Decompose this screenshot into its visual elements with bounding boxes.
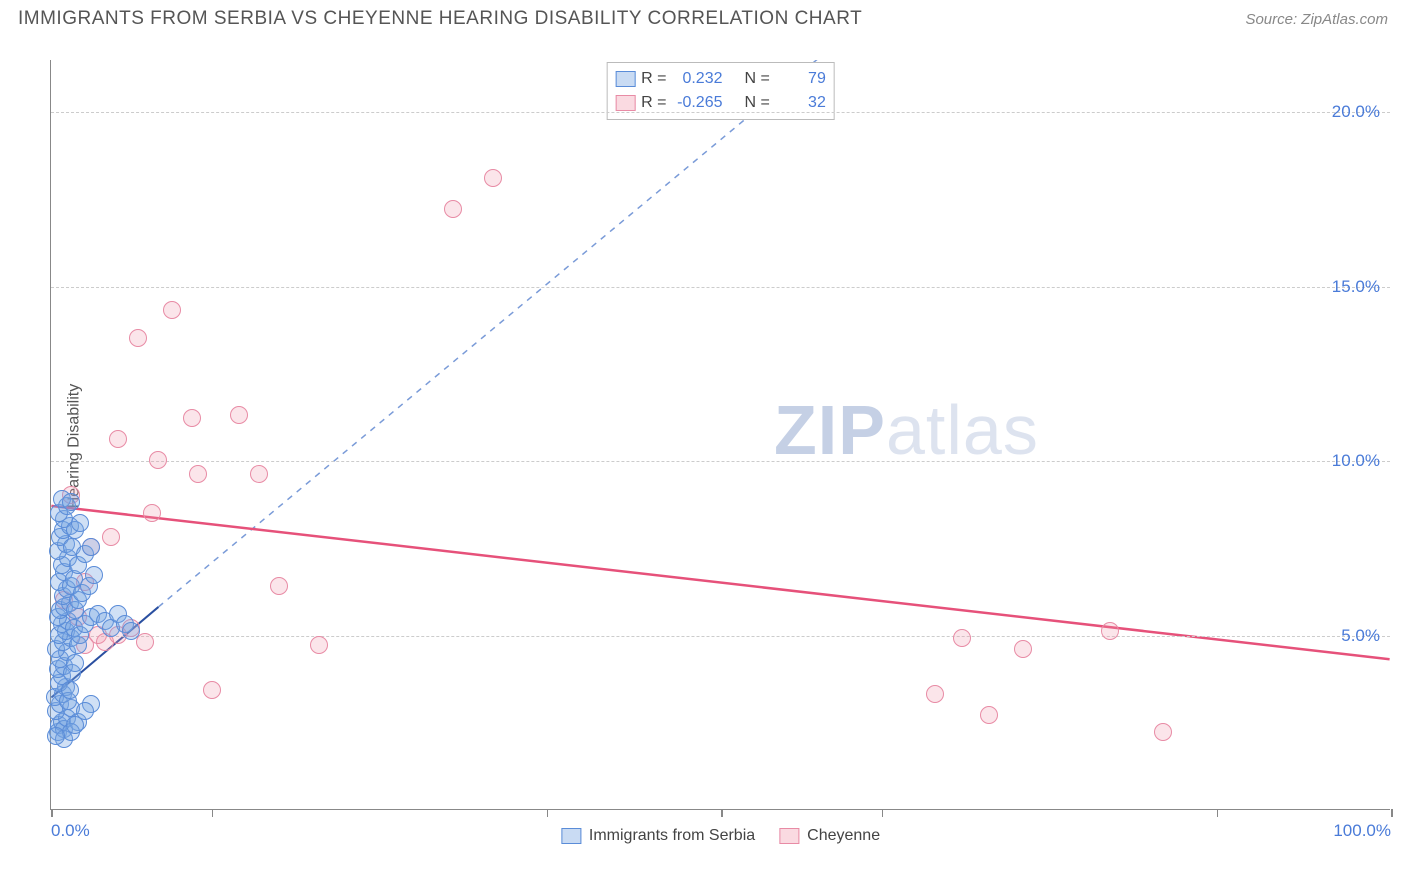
watermark-atlas: atlas xyxy=(886,391,1039,469)
data-point xyxy=(143,504,161,522)
data-point xyxy=(61,681,79,699)
watermark-zip: ZIP xyxy=(774,391,886,469)
legend-label-pink: Cheyenne xyxy=(807,827,880,845)
xtick xyxy=(51,809,53,817)
data-point xyxy=(250,465,268,483)
gridline xyxy=(51,636,1390,637)
data-point xyxy=(203,681,221,699)
data-point xyxy=(444,200,462,218)
data-point xyxy=(149,451,167,469)
swatch-pink-icon xyxy=(779,828,799,844)
plot-area: ZIPatlas R = 0.232 N = 79 R = -0.265 N =… xyxy=(50,60,1390,810)
n-label: N = xyxy=(745,67,770,91)
gridline xyxy=(51,287,1390,288)
data-point xyxy=(1101,622,1119,640)
gridline xyxy=(51,461,1390,462)
header: IMMIGRANTS FROM SERBIA VS CHEYENNE HEARI… xyxy=(0,0,1406,32)
data-point xyxy=(189,465,207,483)
data-point xyxy=(980,706,998,724)
ytick-label: 15.0% xyxy=(1332,277,1380,297)
ytick-label: 5.0% xyxy=(1341,626,1380,646)
xtick xyxy=(882,809,884,817)
data-point xyxy=(66,716,84,734)
swatch-blue-icon xyxy=(561,828,581,844)
trend-lines xyxy=(51,60,1390,809)
xtick-label: 100.0% xyxy=(1333,821,1391,841)
n-value-blue: 79 xyxy=(776,67,826,91)
xtick xyxy=(1391,809,1393,817)
data-point xyxy=(183,409,201,427)
data-point xyxy=(109,430,127,448)
data-point xyxy=(71,514,89,532)
gridline xyxy=(51,112,1390,113)
data-point xyxy=(102,528,120,546)
data-point xyxy=(129,329,147,347)
data-point xyxy=(47,727,65,745)
xtick xyxy=(1217,809,1219,817)
legend-series: Immigrants from Serbia Cheyenne xyxy=(561,827,880,845)
legend-label-blue: Immigrants from Serbia xyxy=(589,827,755,845)
legend-item-pink: Cheyenne xyxy=(779,827,880,845)
r-label: R = xyxy=(641,67,666,91)
data-point xyxy=(310,636,328,654)
legend-stats-row-blue: R = 0.232 N = 79 xyxy=(615,67,826,91)
data-point xyxy=(926,685,944,703)
data-point xyxy=(953,629,971,647)
data-point xyxy=(163,301,181,319)
legend-stats: R = 0.232 N = 79 R = -0.265 N = 32 xyxy=(606,62,835,120)
data-point xyxy=(85,566,103,584)
swatch-pink-icon xyxy=(615,95,635,111)
chart-title: IMMIGRANTS FROM SERBIA VS CHEYENNE HEARI… xyxy=(18,8,862,30)
data-point xyxy=(1014,640,1032,658)
xtick xyxy=(547,809,549,817)
data-point xyxy=(66,654,84,672)
data-point xyxy=(484,169,502,187)
data-point xyxy=(122,622,140,640)
source-label: Source: ZipAtlas.com xyxy=(1245,11,1388,28)
legend-item-blue: Immigrants from Serbia xyxy=(561,827,755,845)
xtick xyxy=(212,809,214,817)
data-point xyxy=(230,406,248,424)
xtick xyxy=(721,809,723,817)
swatch-blue-icon xyxy=(615,71,635,87)
xtick-label: 0.0% xyxy=(51,821,90,841)
data-point xyxy=(270,577,288,595)
watermark: ZIPatlas xyxy=(774,390,1039,470)
ytick-label: 20.0% xyxy=(1332,102,1380,122)
ytick-label: 10.0% xyxy=(1332,451,1380,471)
r-value-blue: 0.232 xyxy=(673,67,723,91)
data-point xyxy=(1154,723,1172,741)
data-point xyxy=(62,493,80,511)
data-point xyxy=(82,538,100,556)
